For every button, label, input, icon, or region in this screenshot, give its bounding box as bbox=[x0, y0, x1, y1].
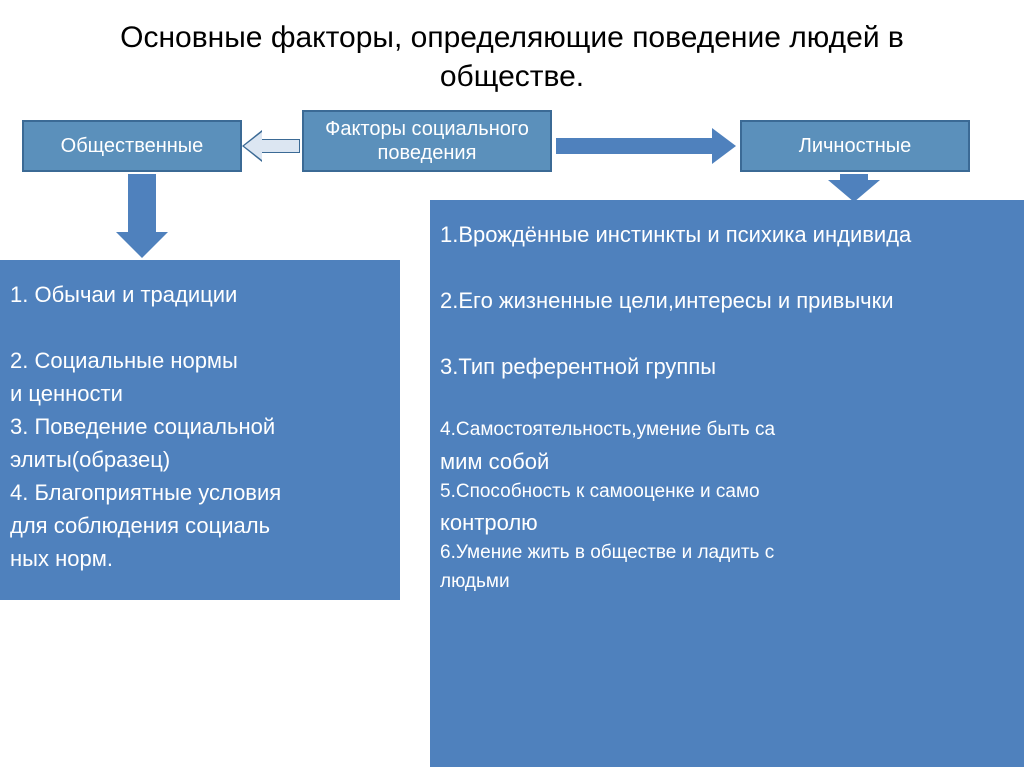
box-factors-label: Факторы социального поведения bbox=[304, 117, 550, 165]
panel-right-line: 4.Самостоятельность,умение быть са bbox=[440, 416, 1014, 445]
panel-right-line: людьми bbox=[440, 568, 1014, 597]
panel-right-line: 2.Его жизненные цели,интересы и привычки bbox=[440, 284, 1014, 317]
panel-right-line: 3.Тип референтной группы bbox=[440, 350, 1014, 383]
panel-left-line: 4. Благоприятные условия bbox=[10, 476, 390, 509]
panel-left-line: 3. Поведение социальной bbox=[10, 410, 390, 443]
arrow-left-icon bbox=[244, 132, 300, 160]
panel-left-line: 1. Обычаи и традиции bbox=[10, 278, 390, 311]
panel-right-line: 5.Способность к самооценке и само bbox=[440, 478, 1014, 507]
panel-left-line: элиты(образец) bbox=[10, 443, 390, 476]
panel-right-line: 6.Умение жить в обществе и ладить с bbox=[440, 539, 1014, 568]
arrow-down-left-icon bbox=[116, 174, 168, 260]
panel-right-line bbox=[440, 383, 1014, 416]
box-factors: Факторы социального поведения bbox=[302, 110, 552, 172]
panel-left-line: ных норм. bbox=[10, 542, 390, 575]
box-public: Общественные bbox=[22, 120, 242, 172]
box-public-label: Общественные bbox=[61, 135, 204, 158]
panel-right-line bbox=[440, 251, 1014, 284]
box-personal-label: Личностные bbox=[799, 135, 912, 158]
box-personal: Личностные bbox=[740, 120, 970, 172]
page-title: Основные факторы, определяющие поведение… bbox=[50, 18, 974, 96]
panel-personal: 1.Врождённые инстинкты и психика индивид… bbox=[430, 200, 1024, 767]
panel-public: 1. Обычаи и традиции 2. Социальные нормы… bbox=[0, 260, 400, 600]
arrow-right-icon bbox=[556, 126, 736, 162]
panel-right-line: контролю bbox=[440, 506, 1014, 539]
panel-left-line bbox=[10, 311, 390, 344]
panel-left-line: и ценности bbox=[10, 377, 390, 410]
panel-left-line: для соблюдения социаль bbox=[10, 509, 390, 542]
panel-left-line: 2. Социальные нормы bbox=[10, 344, 390, 377]
panel-right-line: мим собой bbox=[440, 445, 1014, 478]
panel-right-line: 1.Врождённые инстинкты и психика индивид… bbox=[440, 218, 1014, 251]
panel-right-line bbox=[440, 317, 1014, 350]
